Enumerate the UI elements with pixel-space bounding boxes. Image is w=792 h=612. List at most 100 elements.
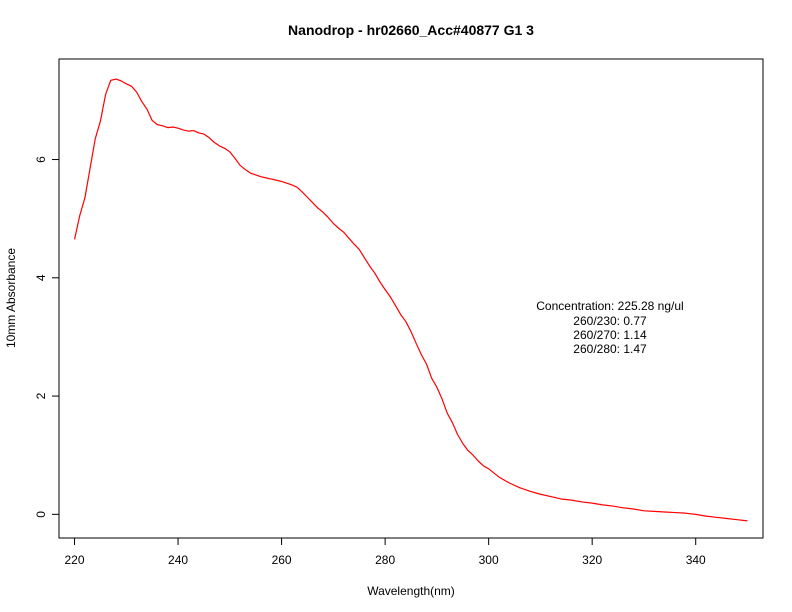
- data-point: [286, 183, 287, 184]
- y-tick-label: 6: [34, 156, 48, 163]
- data-point: [177, 128, 178, 129]
- data-point: [152, 120, 153, 121]
- data-point: [571, 500, 572, 501]
- data-point: [369, 265, 370, 266]
- y-tick-label: 4: [34, 274, 48, 281]
- data-point: [436, 387, 437, 388]
- data-point: [602, 504, 603, 505]
- data-point: [467, 450, 468, 451]
- data-point: [276, 180, 277, 181]
- data-point: [131, 86, 132, 87]
- data-point: [581, 501, 582, 502]
- data-point: [193, 130, 194, 131]
- y-axis-label: 10mm Absorbance: [4, 248, 18, 348]
- data-point: [79, 215, 80, 216]
- data-point: [95, 138, 96, 139]
- data-point: [229, 151, 230, 152]
- data-point: [705, 516, 706, 517]
- data-point: [483, 465, 484, 466]
- data-point: [664, 511, 665, 512]
- data-point: [198, 132, 199, 133]
- data-point: [654, 511, 655, 512]
- annotation-ratio-260-230: 260/230: 0.77: [573, 314, 647, 328]
- data-point: [592, 503, 593, 504]
- y-axis: 0 2 4 6: [34, 156, 60, 518]
- x-tick-label: 220: [65, 553, 85, 567]
- annotation-ratio-260-270: 260/270: 1.14: [573, 328, 647, 342]
- data-point: [203, 134, 204, 135]
- data-point: [478, 461, 479, 462]
- x-tick-label: 300: [479, 553, 499, 567]
- data-point: [509, 482, 510, 483]
- data-point: [172, 126, 173, 127]
- data-point: [105, 94, 106, 95]
- data-point: [224, 148, 225, 149]
- data-point: [529, 491, 530, 492]
- data-point: [115, 79, 116, 80]
- data-point: [737, 519, 738, 520]
- data-point: [136, 92, 137, 93]
- data-point: [214, 142, 215, 143]
- data-point: [100, 120, 101, 121]
- x-tick-label: 340: [686, 553, 706, 567]
- data-point: [265, 177, 266, 178]
- data-point: [473, 455, 474, 456]
- y-tick-label: 0: [34, 511, 48, 518]
- data-point: [162, 125, 163, 126]
- data-point: [146, 109, 147, 110]
- absorbance-line: [73, 78, 748, 522]
- data-point: [612, 505, 613, 506]
- data-point: [183, 129, 184, 130]
- data-point: [297, 187, 298, 188]
- data-point: [390, 296, 391, 297]
- data-point: [379, 281, 380, 282]
- data-point: [364, 257, 365, 258]
- data-point: [348, 238, 349, 239]
- data-point: [540, 494, 541, 495]
- data-point: [410, 331, 411, 332]
- data-point: [426, 364, 427, 365]
- data-point: [312, 202, 313, 203]
- annotation-ratio-260-280: 260/280: 1.47: [573, 342, 647, 356]
- data-point: [328, 217, 329, 218]
- data-point: [385, 289, 386, 290]
- data-point: [322, 212, 323, 213]
- x-tick-label: 320: [582, 553, 602, 567]
- data-point: [245, 169, 246, 170]
- x-tick-label: 240: [168, 553, 188, 567]
- data-point: [250, 173, 251, 174]
- data-point: [452, 422, 453, 423]
- data-point: [271, 178, 272, 179]
- data-point: [405, 321, 406, 322]
- data-point: [260, 176, 261, 177]
- data-point: [674, 512, 675, 513]
- x-axis: 220 240 260 280 300 320 340: [65, 537, 706, 567]
- data-point: [126, 83, 127, 84]
- data-point: [240, 165, 241, 166]
- y-tick-label: 2: [34, 392, 48, 399]
- data-point: [333, 223, 334, 224]
- data-point: [281, 181, 282, 182]
- data-point: [317, 207, 318, 208]
- data-point: [353, 244, 354, 245]
- data-point: [84, 197, 85, 198]
- data-point: [307, 197, 308, 198]
- data-point: [374, 272, 375, 273]
- x-tick-label: 260: [272, 553, 292, 567]
- data-point: [141, 101, 142, 102]
- data-point: [167, 127, 168, 128]
- x-tick-label: 280: [375, 553, 395, 567]
- data-point: [416, 343, 417, 344]
- data-point: [291, 184, 292, 185]
- data-point: [561, 498, 562, 499]
- data-point: [498, 476, 499, 477]
- data-point: [121, 80, 122, 81]
- data-point: [695, 514, 696, 515]
- data-point: [550, 496, 551, 497]
- data-point: [441, 398, 442, 399]
- data-point: [400, 314, 401, 315]
- data-point: [209, 137, 210, 138]
- data-point: [623, 507, 624, 508]
- data-point: [188, 131, 189, 132]
- series-layer: [73, 78, 748, 522]
